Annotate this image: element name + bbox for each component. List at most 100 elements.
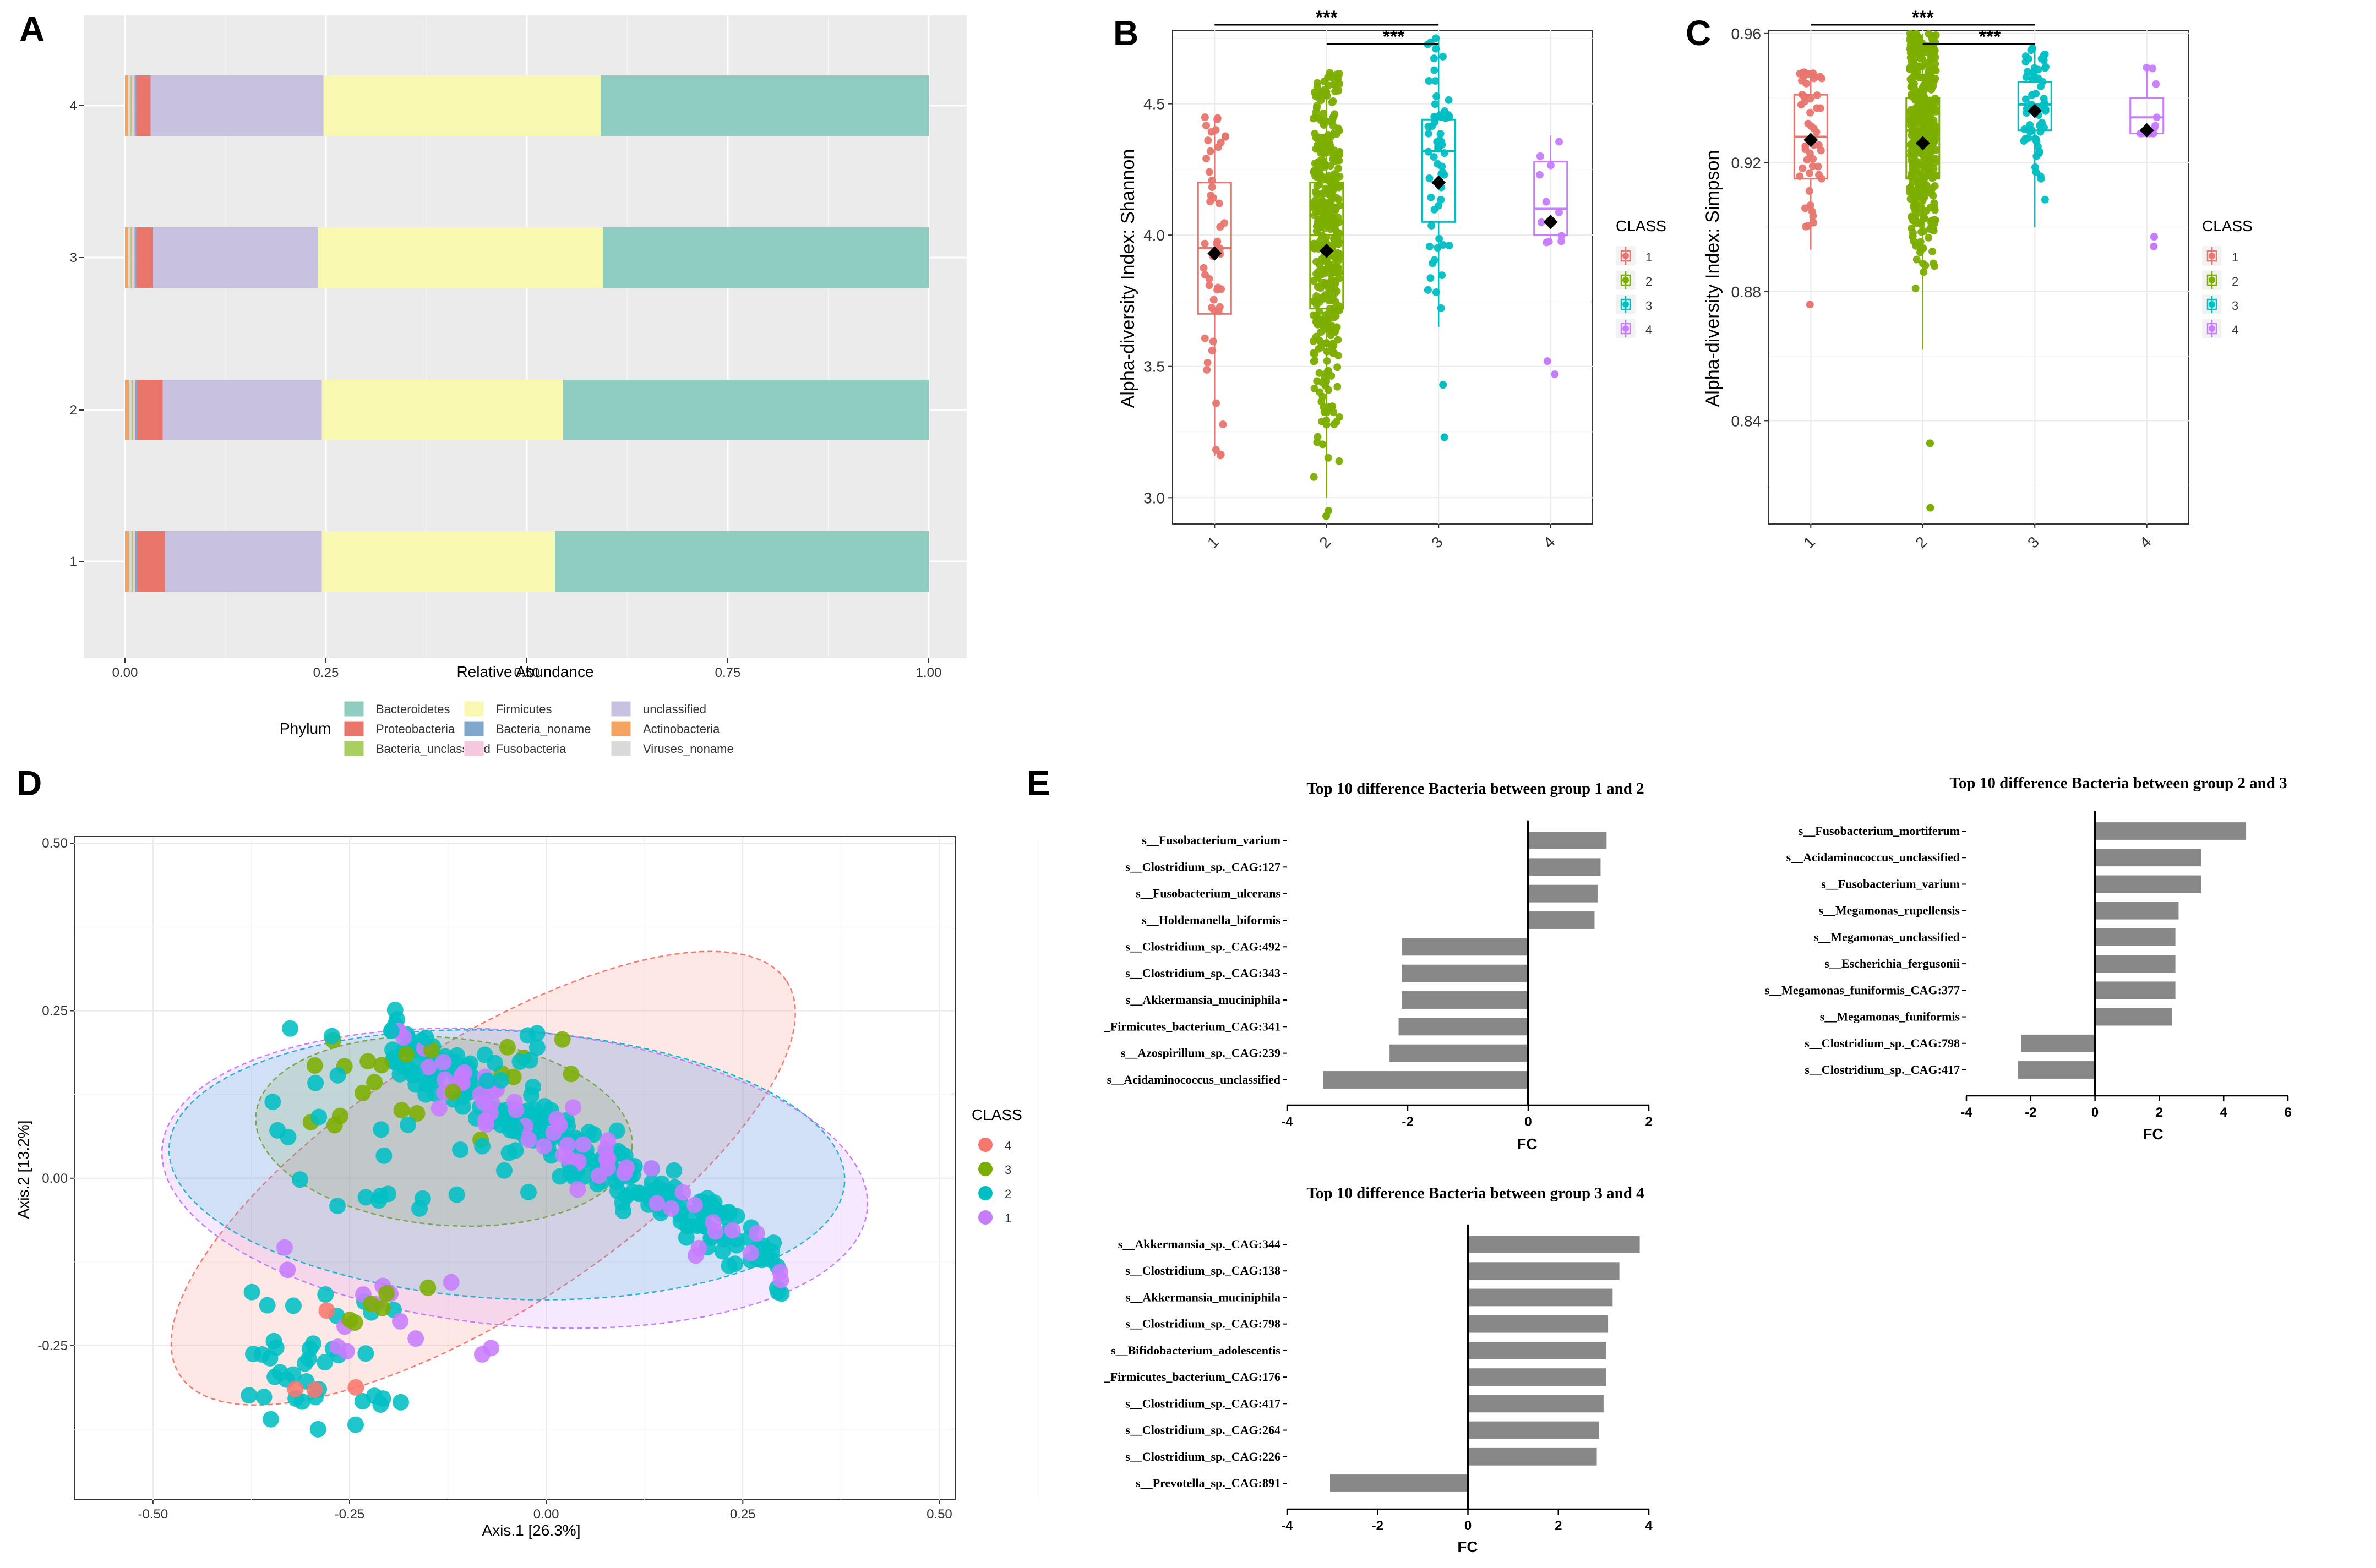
- d-point-class-2: [386, 1002, 404, 1019]
- e2-category-label: s__Megamonas_funiformis_CAG:377: [1765, 983, 1960, 997]
- d-point-class-2: [706, 1200, 723, 1217]
- b-point: [1430, 205, 1438, 214]
- d-point-class-2: [282, 1020, 299, 1037]
- b-point: [1320, 267, 1328, 275]
- panel-a-legend: Phylum Bacteroidetes Proteobacteria Bacter…: [280, 701, 734, 757]
- a-bar-segment: [134, 75, 137, 136]
- b-mean-diamond: [1319, 243, 1334, 258]
- a-bar-segment: [135, 531, 137, 592]
- e3-category-label: s__Prevotella_sp._CAG:891: [1136, 1476, 1280, 1490]
- c-mean-diamond: [2139, 123, 2154, 138]
- panel-label-e: E: [1027, 763, 1050, 803]
- b-point: [1336, 306, 1344, 314]
- c-point: [2032, 90, 2040, 98]
- b-point: [1313, 438, 1321, 446]
- c-point: [1916, 129, 1924, 138]
- b-point: [1310, 297, 1318, 305]
- d-point-class-2: [679, 1217, 696, 1234]
- e3-category-label: s__Clostridium_sp._CAG:264: [1125, 1423, 1280, 1437]
- c-x-tick-label: 4: [2137, 533, 2155, 551]
- c-box: [2017, 81, 2052, 132]
- e3-bar: [1330, 1474, 1468, 1492]
- c-point: [1921, 115, 1929, 123]
- b-point: [1319, 295, 1327, 303]
- b-point: [1205, 275, 1213, 283]
- c-point: [2152, 80, 2160, 88]
- c-y-tick-label: 0.88: [1731, 283, 1762, 301]
- d-point-class-2: [265, 1332, 282, 1350]
- a-bar-segment: [136, 75, 151, 136]
- b-point: [1213, 114, 1222, 122]
- d-legend-label: 1: [1005, 1211, 1011, 1225]
- b-point: [1319, 403, 1327, 411]
- b-point: [1312, 314, 1321, 322]
- c-point: [1931, 105, 1939, 113]
- d-point-class-2: [714, 1243, 731, 1260]
- d-y-tick-label: -0.25: [37, 1338, 68, 1353]
- c-point: [1818, 74, 1826, 83]
- b-point: [1315, 261, 1323, 269]
- d-point-class-2: [264, 1094, 281, 1111]
- c-point: [2021, 95, 2030, 103]
- d-point-class-2: [406, 1065, 423, 1082]
- b-point: [1332, 269, 1340, 277]
- c-point: [1927, 189, 1936, 197]
- d-point-class-3: [366, 1074, 383, 1091]
- e2-category-label: s__Clostridium_sp._CAG:417: [1805, 1063, 1960, 1077]
- c-point: [1925, 233, 1933, 242]
- panel-d-pcoa-plot: D -0.50 -0.25 0.00 0.25 0.50 -0.25 0.00 0.25 0.5…: [15, 763, 1038, 1539]
- d-point-class-2: [259, 1297, 276, 1314]
- b-point: [1204, 136, 1212, 145]
- d-point-class-1: [575, 1136, 592, 1153]
- c-point: [1911, 284, 1920, 292]
- b-point: [1536, 152, 1544, 160]
- b-point: [1318, 417, 1326, 425]
- d-point-class-1: [548, 1111, 565, 1128]
- c-point: [1924, 156, 1932, 164]
- a-x-tick-label: 0.75: [715, 665, 741, 680]
- b-point: [1310, 384, 1318, 392]
- a-bar-segment: [563, 380, 929, 440]
- b-point: [1437, 170, 1446, 178]
- d-point-class-2: [474, 1138, 491, 1155]
- a-legend-swatch: [344, 740, 364, 757]
- a-legend-label: Bacteroidetes: [376, 702, 450, 716]
- c-point: [1906, 30, 1914, 38]
- b-point: [1542, 198, 1550, 206]
- b-point: [1324, 131, 1332, 139]
- c-mean-diamond: [2028, 103, 2042, 118]
- b-x-tick-label: 1: [1204, 533, 1222, 551]
- b-point: [1207, 128, 1216, 136]
- panel-c-legend: CLASS 1 2 3 4: [2201, 217, 2253, 339]
- d-point-class-4: [287, 1381, 304, 1398]
- c-point: [2037, 54, 2046, 63]
- panel-d-points: [241, 1002, 790, 1438]
- e2-bar: [2021, 1034, 2095, 1052]
- c-point: [1806, 149, 1814, 157]
- c-point: [1910, 200, 1919, 208]
- b-point: [1431, 77, 1440, 85]
- c-y-tick-label: 0.96: [1731, 25, 1762, 42]
- a-bar-segment: [162, 380, 322, 440]
- panel-e-chart-group-2-vs-3: Top 10 difference Bacteria between group…: [1765, 774, 2292, 1143]
- e1-category-label: s__Clostridium_sp._CAG:127: [1125, 860, 1280, 873]
- a-bar-segment: [133, 380, 135, 440]
- e3-category-label: s__Bifidobacterium_adolescentis: [1111, 1343, 1280, 1357]
- b-point: [1335, 218, 1343, 226]
- c-point: [1928, 247, 1937, 255]
- b-point: [1324, 199, 1332, 207]
- a-bar-segment: [125, 531, 129, 592]
- b-outlier-point: [1440, 433, 1448, 441]
- b-x-tick-label: 3: [1428, 533, 1446, 551]
- b-point: [1336, 172, 1344, 181]
- d-point-class-4: [318, 1302, 335, 1319]
- c-x-tick-label: 3: [2024, 533, 2042, 551]
- e1-x-tick-label: 2: [1645, 1114, 1652, 1129]
- e3-category-label: s__Clostridium_sp._CAG:226: [1125, 1450, 1280, 1463]
- e3-bar: [1468, 1262, 1620, 1280]
- c-point: [2040, 95, 2048, 103]
- c-x-tick-label: 2: [1912, 533, 1931, 551]
- d-point-class-1: [329, 1338, 346, 1356]
- a-bar-segment: [130, 227, 133, 288]
- b-point: [1209, 337, 1217, 346]
